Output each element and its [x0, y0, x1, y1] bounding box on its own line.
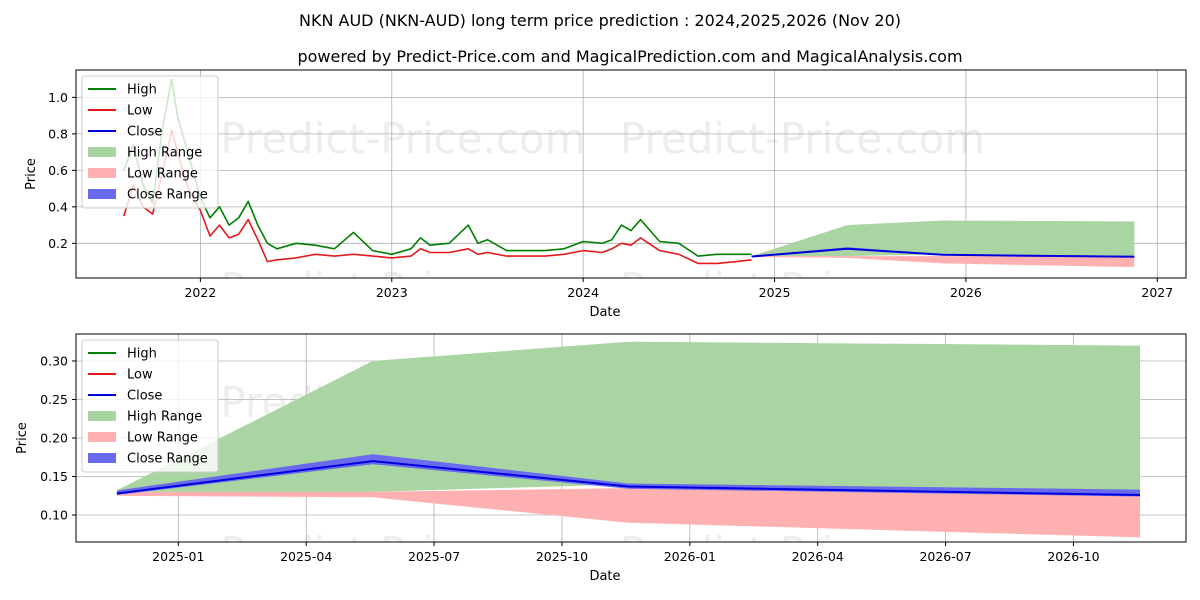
y-tick-label: 0.25 — [40, 392, 68, 407]
legend-label: Close Range — [127, 452, 208, 467]
watermark-text: Predict-Price.com — [620, 114, 985, 163]
legend-label: High Range — [127, 410, 202, 425]
x-tick-label: 2023 — [376, 285, 408, 300]
x-axis-label: Date — [589, 305, 620, 320]
x-axis-label: Date — [589, 569, 620, 584]
x-tick-label: 2026-07 — [919, 549, 971, 564]
legend: High Low Close High Range Low Range Close Ran… — [81, 339, 219, 473]
y-tick-label: 0.6 — [48, 163, 68, 178]
y-tick-label: 0.2 — [48, 236, 68, 251]
watermark-text: Predict-Price.com — [620, 264, 985, 313]
x-tick-label: 2026-10 — [1047, 549, 1099, 564]
x-tick-label: 2025-10 — [536, 549, 588, 564]
x-tick-label: 2025-01 — [152, 549, 204, 564]
legend-swatch-patch — [88, 189, 116, 199]
bottom-chart-panel: Predict-Price.comPredict-Price.comPredic… — [15, 333, 1187, 584]
legend-label: Close Range — [127, 188, 208, 203]
watermark-text: Predict-Price.com — [620, 528, 985, 577]
watermark-text: Predict-Price.com — [220, 114, 585, 163]
y-axis-label: Price — [15, 422, 30, 454]
low-range-band — [751, 256, 1135, 268]
legend-swatch-patch — [88, 432, 116, 442]
x-tick-label: 2022 — [184, 285, 216, 300]
legend-label: High Range — [127, 146, 202, 161]
y-tick-label: 0.20 — [40, 431, 68, 446]
legend-label: Close — [127, 125, 162, 140]
plot-area — [123, 78, 1135, 268]
plot-frame — [75, 333, 1187, 543]
legend-label: Low Range — [127, 167, 198, 182]
legend-label: Low — [127, 368, 153, 383]
y-tick-label: 1.0 — [48, 90, 68, 105]
x-tick-label: 2026-04 — [792, 549, 844, 564]
legend-label: Low — [127, 104, 153, 119]
watermark-group: Predict-Price.com Predict-Price.com Predic… — [220, 114, 985, 313]
x-tick-label: 2027 — [1141, 285, 1173, 300]
watermark-text: Predict-Price.com — [220, 264, 585, 313]
high-range-band — [751, 220, 1135, 257]
x-tick-label: 2025-04 — [280, 549, 332, 564]
watermark-text: Predict-Price.com — [220, 528, 585, 577]
x-tick-label: 2024 — [567, 285, 599, 300]
low-range-band — [116, 488, 1140, 538]
close-series-line — [116, 460, 1141, 496]
x-tick-label: 2025 — [759, 285, 791, 300]
legend-label: Close — [127, 389, 162, 404]
y-tick-label: 0.8 — [48, 126, 68, 141]
y-tick-label: 0.4 — [48, 199, 68, 214]
close-series-line — [751, 247, 1135, 258]
y-tick-label: 0.10 — [40, 508, 68, 523]
chart-subtitle: powered by Predict-Price.com and Magical… — [297, 47, 962, 66]
y-tick-label: 0.30 — [40, 353, 68, 368]
legend-label: High — [127, 347, 157, 362]
x-tick-label: 2025-07 — [408, 549, 460, 564]
legend-label: Low Range — [127, 431, 198, 446]
legend-swatch-patch — [88, 168, 116, 178]
legend-label: High — [127, 83, 157, 98]
plot-area — [116, 341, 1141, 538]
legend-swatch-patch — [88, 453, 116, 463]
y-axis-label: Price — [24, 158, 39, 190]
legend-swatch-patch — [88, 147, 116, 157]
top-chart-panel: Predict-Price.com Predict-Price.com Predic… — [24, 69, 1187, 320]
x-tick-label: 2026 — [950, 285, 982, 300]
legend: High Low Close High Range Low Range Close Ran… — [81, 75, 219, 209]
close-range-band — [116, 454, 1140, 497]
y-tick-label: 0.15 — [40, 469, 68, 484]
legend-swatch-patch — [88, 411, 116, 421]
chart-title: NKN AUD (NKN-AUD) long term price predic… — [299, 11, 901, 30]
x-tick-label: 2026-01 — [664, 549, 716, 564]
plot-frame — [75, 69, 1187, 279]
